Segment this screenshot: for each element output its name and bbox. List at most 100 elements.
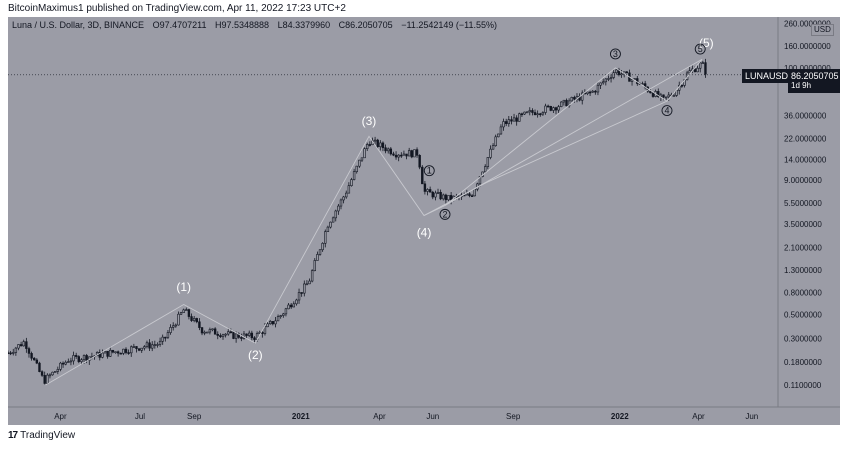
publisher-line: BitcoinMaximus1 published on TradingView… — [8, 3, 346, 14]
y-tick-label: 22.0000000 — [784, 134, 827, 143]
candle-body — [680, 85, 684, 87]
candle-body — [470, 195, 474, 197]
x-tick-label: Jun — [745, 412, 758, 421]
candle-body — [98, 352, 101, 358]
candle-body — [274, 320, 277, 325]
candle-body — [331, 217, 335, 223]
wave-label-minor: 1 — [427, 166, 432, 176]
currency-button[interactable]: USD — [811, 24, 834, 36]
candle-body — [570, 97, 573, 102]
candle-body — [567, 100, 571, 107]
candle-body — [347, 185, 351, 194]
candle-body — [166, 332, 170, 338]
candle-body — [376, 139, 379, 148]
candle-body — [389, 148, 393, 155]
candle-body — [541, 112, 545, 115]
bar-countdown: 1d 9h — [791, 80, 812, 90]
candle-body — [56, 369, 60, 372]
candle-body — [187, 309, 191, 317]
candle-body — [693, 68, 697, 73]
candle-body — [300, 292, 303, 294]
candle-body — [164, 336, 167, 339]
candle-body — [554, 107, 558, 111]
candle-body — [287, 304, 290, 310]
candle-body — [297, 292, 301, 301]
candle-body — [213, 328, 217, 335]
candle-body — [664, 96, 668, 99]
ohlc-legend: Luna / U.S. Dollar, 3D, BINANCE O97.4707… — [12, 20, 497, 30]
candle-body — [552, 107, 555, 111]
candle-body — [14, 347, 18, 353]
x-tick-label: 2022 — [611, 412, 629, 421]
y-tick-label: 14.0000000 — [784, 155, 827, 164]
x-tick-label: Sep — [187, 412, 202, 421]
candle-body — [368, 144, 372, 146]
candle-body — [434, 192, 437, 198]
price-chart: 260.0000000 160.0000000 100.0000000 36.0000… — [8, 17, 840, 421]
wave-label-major: (5) — [699, 36, 714, 50]
legend-high: H97.5348888 — [214, 20, 270, 30]
candle-body — [350, 179, 353, 186]
candle-body — [135, 346, 138, 349]
candle-body — [431, 191, 434, 198]
y-tick-label: 0.3000000 — [784, 334, 822, 343]
candle-body — [85, 355, 88, 361]
candle-body — [560, 101, 563, 107]
y-tick-label: 9.0000000 — [784, 176, 822, 185]
candle-body — [625, 71, 628, 74]
candle-body — [51, 371, 54, 376]
candle-body — [557, 106, 560, 111]
tradingview-brand[interactable]: 17 TradingView — [8, 430, 75, 441]
legend-change: −11.2542149 (−11.55%) — [401, 20, 497, 30]
plot-area[interactable]: 260.0000000 160.0000000 100.0000000 36.0000… — [8, 17, 840, 425]
candle-body — [153, 344, 157, 346]
candle-body — [48, 374, 52, 377]
candle-body — [177, 313, 180, 326]
y-tick-label: 260.0000000 — [784, 19, 831, 28]
candle-body — [334, 210, 337, 219]
candle-body — [279, 315, 282, 317]
candle-body — [27, 348, 31, 354]
candle-body — [468, 193, 471, 196]
candle-body — [182, 309, 185, 313]
candle-body — [292, 303, 296, 308]
candle-body — [528, 110, 531, 113]
candle-body — [329, 221, 332, 228]
candle-body — [80, 359, 83, 362]
legend-close: C86.2050705 — [338, 20, 393, 30]
candle-body — [130, 346, 133, 354]
candle-body — [140, 347, 143, 351]
candle-body — [124, 348, 128, 353]
candle-body — [604, 78, 608, 83]
wave-line — [45, 59, 703, 386]
x-tick-label: Apr — [54, 412, 67, 421]
candle-body — [266, 323, 269, 328]
y-tick-label: 0.5000000 — [784, 311, 822, 320]
candle-body — [326, 226, 330, 232]
candle-body — [384, 147, 387, 152]
candle-body — [609, 77, 613, 79]
candle-body — [672, 95, 676, 97]
wave-line — [423, 100, 668, 216]
candle-body — [573, 97, 576, 100]
wave-label-major: (2) — [248, 348, 263, 362]
candle-body — [444, 194, 448, 201]
candle-body — [74, 355, 78, 357]
legend-open: O97.4707211 — [152, 20, 207, 30]
candle-body — [174, 324, 178, 327]
candle-body — [200, 327, 204, 334]
candle-body — [486, 157, 490, 167]
candle-body — [533, 112, 537, 116]
candle-body — [17, 344, 20, 349]
candle-body — [224, 333, 227, 336]
candle-body — [397, 154, 400, 158]
candle-body — [539, 113, 542, 116]
candle-body — [195, 318, 198, 323]
wave-circle — [694, 43, 706, 55]
candle-body — [436, 191, 440, 194]
candle-body — [363, 148, 366, 159]
candle-body — [310, 270, 314, 282]
candle-body — [82, 355, 86, 361]
candle-body — [114, 351, 117, 354]
